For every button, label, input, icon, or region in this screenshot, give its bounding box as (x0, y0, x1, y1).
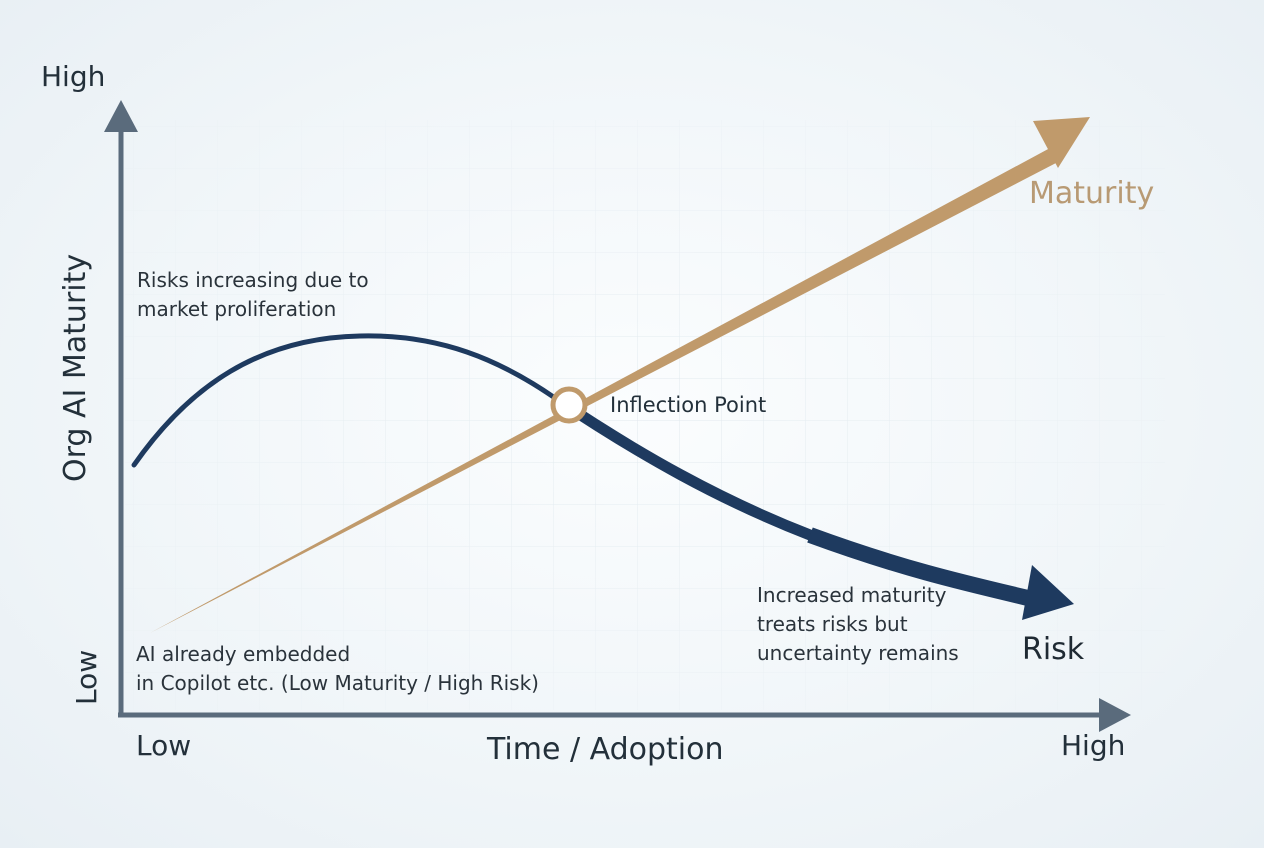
annotation-risks-increasing: Risks increasing due to market prolifera… (137, 266, 369, 324)
annotation-line: Increased maturity (757, 583, 947, 607)
annotation-ai-embedded: AI already embedded in Copilot etc. (Low… (136, 640, 539, 698)
annotation-line: Risks increasing due to (137, 268, 369, 292)
grid (125, 120, 1165, 710)
risk-series (131, 333, 1074, 620)
maturity-series-label: Maturity (1029, 176, 1155, 211)
y-axis-title: Org AI Maturity (58, 253, 93, 482)
y-axis-high-label: High (41, 60, 106, 93)
x-axis-low-label: Low (136, 729, 192, 762)
y-axis (104, 100, 138, 716)
annotation-line: treats risks but (757, 612, 908, 636)
annotation-line: in Copilot etc. (Low Maturity / High Ris… (136, 671, 539, 695)
y-axis-arrow-icon (104, 100, 138, 132)
annotation-line: uncertainty remains (757, 641, 959, 665)
x-axis-arrow-icon (1099, 698, 1131, 732)
x-axis-title: Time / Adoption (487, 732, 724, 767)
risk-series-label: Risk (1022, 632, 1085, 667)
annotation-line: market proliferation (137, 297, 337, 321)
x-axis (118, 698, 1131, 732)
inflection-point-marker (550, 386, 588, 424)
y-axis-low-label: Low (70, 649, 103, 705)
annotation-line: AI already embedded (136, 642, 351, 666)
risk-arrow-icon (1022, 565, 1074, 620)
annotation-increased-maturity: Increased maturity treats risks but unce… (757, 581, 959, 668)
inflection-point-label: Inflection Point (610, 393, 767, 417)
maturity-series (150, 117, 1090, 633)
maturity-arrow-icon (1033, 117, 1090, 168)
x-axis-high-label: High (1061, 729, 1126, 762)
